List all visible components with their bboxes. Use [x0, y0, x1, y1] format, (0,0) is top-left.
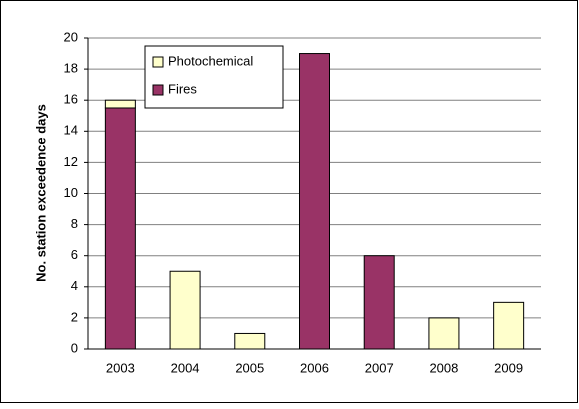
bar-segment — [428, 317, 460, 350]
y-tick-label: 2 — [71, 309, 78, 324]
y-tick-label: 4 — [71, 278, 78, 293]
x-tick-label: 2007 — [365, 360, 394, 375]
bar-segment — [363, 255, 395, 350]
y-tick-label: 0 — [71, 340, 78, 355]
y-tick-label: 8 — [71, 216, 78, 231]
legend-label: Photochemical — [168, 53, 253, 68]
y-tick-label: 12 — [64, 154, 78, 169]
y-tick-label: 10 — [64, 185, 78, 200]
y-axis-label: No. station exceedence days — [33, 104, 48, 282]
y-tick-label: 14 — [64, 123, 78, 138]
bar-segment — [104, 107, 136, 350]
bar-segment — [104, 99, 136, 109]
bar-segment — [234, 332, 266, 350]
legend-label: Fires — [168, 81, 197, 96]
legend-swatch — [152, 84, 164, 96]
x-tick-label: 2006 — [300, 360, 329, 375]
legend-swatch — [152, 56, 164, 68]
x-tick-label: 2004 — [171, 360, 200, 375]
bar-segment — [299, 53, 330, 350]
x-tick-label: 2003 — [106, 360, 135, 375]
bar-segment — [493, 301, 525, 350]
y-tick-label: 16 — [64, 92, 78, 107]
y-tick-label: 6 — [71, 247, 78, 262]
x-tick-label: 2009 — [494, 360, 523, 375]
bar-segment — [169, 270, 201, 350]
x-tick-label: 2008 — [429, 360, 458, 375]
y-tick-label: 18 — [64, 61, 78, 76]
legend-box — [144, 45, 284, 109]
y-tick-label: 20 — [64, 29, 78, 44]
x-tick-label: 2005 — [235, 360, 264, 375]
